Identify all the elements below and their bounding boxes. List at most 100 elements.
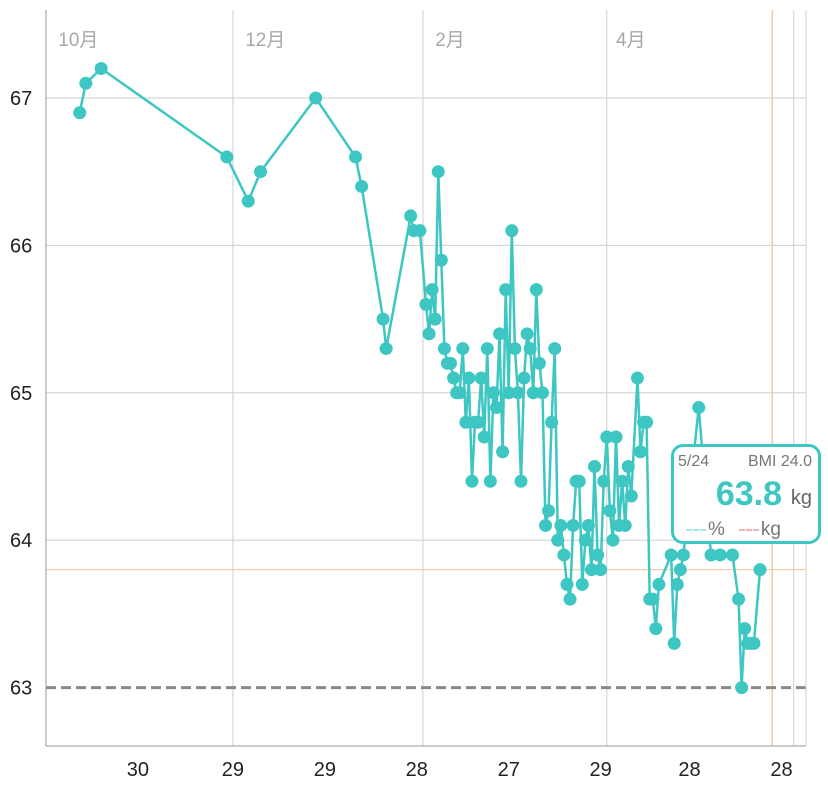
x-tick-label: 28 [678,759,700,781]
weight-point [732,592,746,606]
weight-point [459,415,473,429]
weight-point [309,91,323,105]
weight-point [447,371,461,385]
weight-point [486,386,500,400]
y-tick-label: 63 [10,678,32,700]
month-label: 12月 [245,30,285,51]
weight-point [713,548,727,562]
weight-point [581,518,595,532]
month-label: 4月 [616,30,646,51]
y-tick-label: 65 [10,383,32,405]
axes [45,10,807,747]
weight-point [79,76,93,90]
weight-point [634,445,648,459]
weight-point [584,563,598,577]
weight-point [437,342,451,356]
weight-point [511,386,525,400]
weight-point [376,312,390,326]
weight-point [738,622,752,636]
kg-legend-label: kg [760,519,781,540]
weight-point [560,577,574,591]
weight-point [603,504,617,518]
weight-point [539,518,553,532]
weight-point [554,518,568,532]
weight-point [434,253,448,267]
weight-point [725,548,739,562]
grid-lines [45,10,806,746]
weight-point [704,548,718,562]
tooltip-weight-unit: kg [790,487,812,509]
weight-point [94,62,108,76]
weight-point [465,474,479,488]
weight-point [747,636,761,650]
y-tick-label: 64 [10,530,32,552]
weight-point [652,577,666,591]
weight-point [220,150,234,164]
weight-point [566,518,580,532]
weight-point [615,474,629,488]
weight-point [673,563,687,577]
selected-point-tooltip[interactable]: 5/24 BMI 24.0 63.8 kg % kg [671,444,821,544]
y-tick-label: 66 [10,235,32,257]
weight-point [480,342,494,356]
weight-point [413,224,427,238]
weight-point [477,430,491,444]
weight-point [254,165,268,179]
weight-point [676,548,690,562]
x-tick-label: 29 [222,759,244,781]
weight-point [618,518,632,532]
weight-point [646,592,660,606]
weight-point [578,533,592,547]
weight-point [404,209,418,223]
weight-point [422,327,436,341]
x-tick-label: 28 [406,759,428,781]
weight-point [444,356,458,370]
weight-point [474,371,488,385]
weight-point [241,194,255,208]
x-tick-label: 28 [770,759,792,781]
weight-line [78,67,762,689]
weight-point [594,563,608,577]
weight-point [520,327,534,341]
weight-point [526,386,540,400]
weight-point [630,371,644,385]
weight-point [548,342,562,356]
weight-point [508,342,522,356]
weight-point [545,415,559,429]
month-label: 10月 [58,30,98,51]
month-label: 2月 [435,30,465,51]
weight-point [355,179,369,193]
weight-point [667,636,681,650]
weight-point [502,386,516,400]
weight-point [572,474,586,488]
reference-lines [46,10,806,746]
tooltip-bmi: BMI 24.0 [747,453,812,470]
weight-point [563,592,577,606]
weight-point [431,165,445,179]
weight-point [649,622,663,636]
weight-point [670,577,684,591]
weight-point [349,150,363,164]
weight-point [621,460,635,473]
percent-legend-swatch [686,528,706,531]
tooltip-date: 5/24 [678,453,710,470]
weight-series [73,62,767,695]
x-tick-label: 27 [498,759,520,781]
weight-point [551,533,565,547]
weight-point [692,401,706,415]
weight-point [514,474,528,488]
weight-point [535,386,549,400]
weight-point [753,563,767,577]
weight-point [664,548,678,562]
axis-labels: 63 64 65 66 67 10月 12月 2月 4月 30 29 29 28 27 29 28 28 [10,30,793,781]
weight-point [462,371,476,385]
weight-point [523,342,537,356]
x-tick-label: 29 [314,759,336,781]
weight-point [529,283,543,297]
weight-point [591,548,605,562]
x-tick-label: 30 [127,759,149,781]
weight-point [542,504,556,518]
weight-point [499,283,513,297]
weight-point [496,445,510,459]
weight-point [597,474,611,488]
